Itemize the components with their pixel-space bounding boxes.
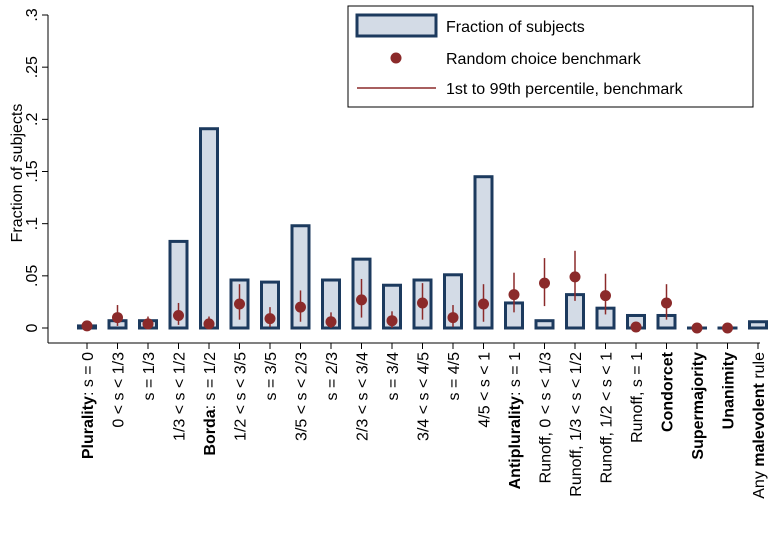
bar	[748, 320, 768, 330]
x-tick-label: 1/2 < s < 3/5	[233, 352, 250, 441]
y-axis-title: Fraction of subjects	[9, 104, 26, 243]
benchmark-point	[173, 309, 184, 321]
y-tick-label: 0	[24, 323, 41, 332]
legend: Fraction of subjects Random choice bench…	[347, 5, 754, 108]
legend-point-swatch	[390, 52, 402, 64]
benchmark-point	[508, 289, 520, 301]
benchmark-point	[447, 312, 459, 324]
y-tick-label: .2	[24, 113, 41, 126]
benchmark-point	[234, 298, 245, 310]
y-tick-label: .3	[24, 8, 41, 21]
legend-label-points: Random choice benchmark	[446, 51, 642, 68]
bar	[534, 319, 555, 330]
y-tick-label: .1	[24, 217, 41, 230]
y-tick-label: .15	[24, 160, 41, 182]
x-tick-label: s = 4/5	[446, 352, 463, 401]
legend-label-ranges: 1st to 99th percentile, benchmark	[446, 81, 684, 98]
x-tick-label: s = 2/3	[324, 352, 341, 401]
x-tick-label: Supermajority	[690, 352, 707, 460]
benchmark-point	[295, 301, 306, 313]
x-tick-label: Plurality: s = 0	[80, 352, 97, 459]
benchmark-point	[264, 313, 276, 325]
benchmark-point	[356, 294, 367, 306]
benchmark-points	[81, 271, 733, 334]
benchmark-point	[600, 290, 611, 302]
benchmark-point	[417, 297, 428, 309]
x-tick-label: Unanimity	[721, 352, 738, 429]
x-tick-label: Runoff, s = 1	[629, 352, 646, 443]
x-tick-label: 1/3 < s < 1/2	[172, 352, 189, 441]
bar	[168, 239, 189, 330]
benchmark-point	[539, 277, 550, 289]
benchmark-point	[81, 320, 93, 332]
benchmark-point	[386, 315, 398, 327]
benchmark-point	[722, 322, 733, 334]
bar	[290, 224, 311, 330]
y-tick-label: .05	[24, 265, 41, 287]
bar	[473, 175, 494, 330]
benchmark-point	[630, 321, 642, 333]
x-tick-label: Runoff, 1/3 < s < 1/2	[568, 352, 585, 497]
benchmark-point	[112, 312, 123, 324]
benchmark-point	[142, 318, 154, 330]
x-tick-label: s = 3/5	[263, 352, 280, 401]
plot-frame	[47, 15, 760, 344]
x-tick-label: Runoff, 0 < s < 1/3	[538, 352, 555, 483]
y-ticks: 0 .05 .1 .15 .2 .25 .3	[24, 8, 48, 332]
x-tick-label: 3/4 < s < 4/5	[416, 352, 433, 441]
x-tick-label: 0 < s < 1/3	[111, 352, 128, 428]
x-tick-label: 4/5 < s < 1	[477, 352, 494, 428]
benchmark-point	[691, 322, 703, 334]
benchmark-point	[478, 298, 489, 310]
y-tick-label: .25	[24, 56, 41, 78]
benchmark-point	[661, 297, 672, 309]
x-tick-label: Any malevolent rule	[751, 352, 768, 499]
x-tick-label: Antiplurality: s = 1	[507, 352, 524, 489]
x-tick-label: 3/5 < s < 2/3	[294, 352, 311, 441]
benchmark-point	[325, 316, 337, 328]
x-tick-label: Runoff, 1/2 < s < 1	[599, 352, 616, 483]
x-tick-label: s = 1/3	[141, 352, 158, 401]
x-tick-label: Borda: s = 1/2	[202, 352, 219, 456]
benchmark-point	[203, 318, 215, 330]
bar	[199, 127, 219, 330]
x-tick-label: s = 3/4	[385, 352, 402, 401]
x-tick-label: 2/3 < s < 3/4	[355, 352, 372, 441]
x-tick-label: Condorcet	[660, 351, 677, 432]
legend-bar-swatch	[355, 13, 438, 38]
legend-label-bars: Fraction of subjects	[446, 19, 585, 36]
x-category-labels: Plurality: s = 0 0 < s < 1/3 s = 1/3 1/3 < …	[80, 343, 768, 499]
benchmark-point	[569, 271, 581, 283]
